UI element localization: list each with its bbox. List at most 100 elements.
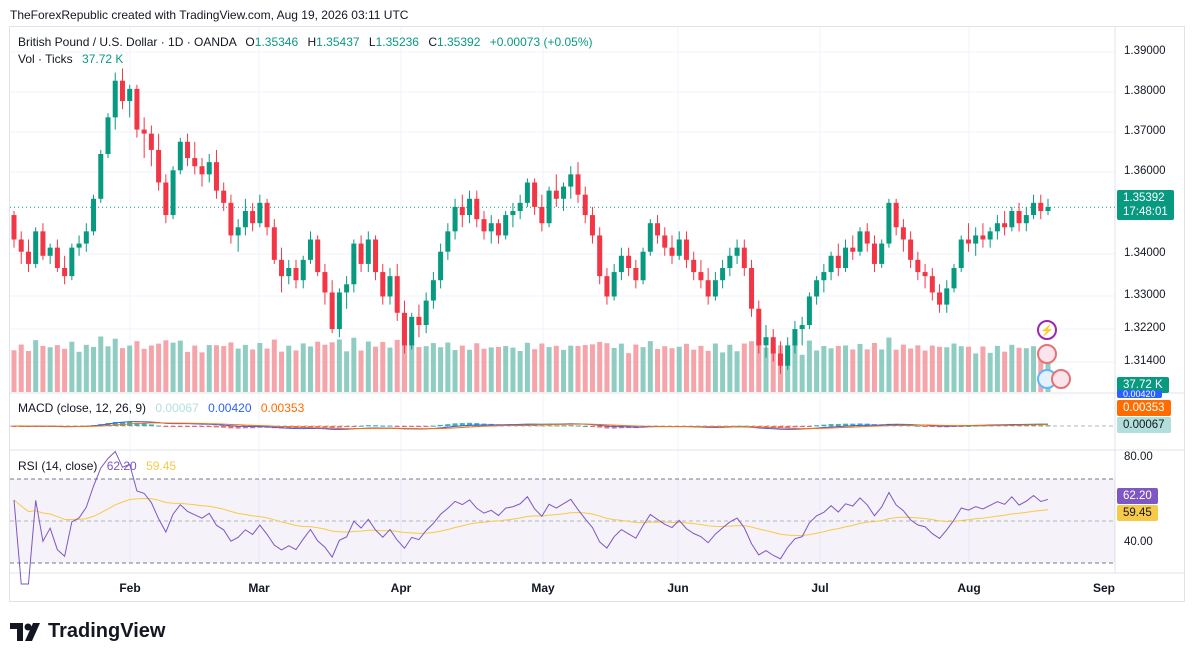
volume-bar: [279, 351, 285, 392]
rsi-line: [13, 450, 1049, 585]
macd-histogram-bar: [365, 425, 371, 427]
macd-histogram-bar: [416, 426, 422, 427]
volume-bar: [553, 345, 559, 392]
volume-bar: [11, 350, 17, 392]
macd-histogram-bar: [467, 422, 473, 426]
candle-body: [879, 243, 885, 264]
candle-body: [994, 223, 1000, 232]
candle-body: [1031, 202, 1037, 216]
rsi-lower-tick: 40.00: [1124, 536, 1153, 548]
macd-histogram-bar: [937, 426, 943, 428]
macd-histogram-bar: [734, 425, 740, 427]
volume-bar: [62, 348, 68, 392]
bar-countdown: 17:48:01: [1123, 206, 1168, 218]
volume-bar: [973, 353, 979, 392]
change-value: +0.00073 (+0.05%): [489, 35, 593, 49]
macd-histogram-bar: [329, 426, 335, 428]
volume-bar: [315, 341, 321, 392]
volume-bar: [640, 347, 646, 392]
candle-body: [423, 300, 429, 325]
macd-histogram-bar: [539, 425, 545, 427]
macd-histogram-bar: [597, 426, 603, 428]
candle-body: [524, 182, 530, 203]
volume-bar: [712, 343, 718, 392]
volume-bar: [40, 345, 46, 392]
candle-body: [604, 276, 610, 297]
volume-legend[interactable]: Vol · Ticks 37.72 K: [18, 52, 123, 66]
macd-histogram-bar: [279, 426, 285, 429]
volume-bar: [503, 346, 509, 392]
volume-bar: [705, 350, 711, 392]
volume-bar: [401, 342, 407, 392]
candle-body: [691, 259, 697, 273]
candle-body: [177, 141, 183, 171]
volume-bar: [785, 348, 791, 392]
candle-body: [640, 251, 646, 281]
uk-flag-event-icon[interactable]: [1037, 344, 1057, 364]
macd-histogram-bar: [459, 423, 465, 426]
volume-bar: [864, 349, 870, 392]
macd-signal-line: [13, 422, 1049, 430]
candle-body: [987, 231, 993, 240]
macd-histogram-bar: [394, 426, 400, 427]
volume-bar: [358, 350, 364, 392]
open-label: O: [245, 35, 255, 49]
volume-bar: [655, 349, 661, 392]
uk-flag-event-icon[interactable]: [1051, 369, 1071, 389]
candle-body: [973, 235, 979, 244]
x-axis-tick: Feb: [119, 581, 141, 595]
macd-histogram-bar: [242, 426, 248, 429]
candle-body: [47, 247, 53, 256]
volume-bar: [908, 348, 914, 392]
macd-histogram-bar: [1031, 425, 1037, 427]
macd-histogram-bar: [452, 423, 458, 426]
candle-body: [785, 345, 791, 366]
volume-bar: [235, 348, 241, 392]
symbol-legend[interactable]: British Pound / U.S. Dollar · 1D · OANDA…: [18, 35, 592, 49]
volume-bar: [105, 346, 111, 392]
volume-bar: [488, 347, 494, 392]
macd-histogram-bar: [546, 425, 552, 427]
macd-histogram-bar: [958, 426, 964, 427]
macd-histogram-bar: [1016, 425, 1022, 427]
tradingview-logo[interactable]: TradingView: [10, 620, 165, 643]
volume-bar: [850, 349, 856, 392]
price-axis-tick: 1.32200: [1124, 322, 1166, 334]
volume-bar: [517, 351, 523, 392]
macd-histogram-bar: [322, 426, 328, 428]
chart-frame[interactable]: [9, 26, 1185, 602]
macd-legend[interactable]: MACD (close, 12, 26, 9) 0.00067 0.00420 …: [18, 401, 304, 415]
candle-body: [105, 117, 111, 154]
candle-body: [279, 259, 285, 277]
lightning-event-icon[interactable]: ⚡: [1037, 320, 1057, 340]
candle-body: [626, 255, 632, 268]
volume-bar: [1009, 344, 1015, 392]
candle-body: [698, 272, 704, 281]
volume-bar: [242, 344, 248, 392]
volume-bar: [532, 349, 538, 392]
volume-bar: [734, 351, 740, 392]
macd-histogram-bar: [228, 426, 234, 429]
volume-bar: [539, 343, 545, 392]
volume-bar: [228, 342, 234, 392]
volume-tag: 37.72 K: [1117, 377, 1169, 393]
volume-bar: [495, 346, 501, 392]
volume-bar: [365, 341, 371, 392]
macd-histogram-bar: [575, 425, 581, 427]
candle-body: [662, 235, 668, 248]
volume-bar: [1002, 351, 1008, 392]
macd-histogram-bar: [770, 426, 776, 428]
candle-body: [611, 272, 617, 297]
candle-body: [683, 239, 689, 260]
volume-bar: [380, 341, 386, 392]
volume-bar: [98, 336, 104, 392]
candle-body: [127, 88, 133, 102]
macd-histogram-bar: [307, 426, 313, 428]
rsi-legend[interactable]: RSI (14, close) 62.20 59.45: [18, 459, 176, 473]
macd-histogram-bar: [438, 424, 444, 426]
volume-bar: [582, 345, 588, 392]
volume-bar: [76, 351, 82, 392]
candle-body: [589, 215, 595, 236]
candle-body: [741, 247, 747, 268]
